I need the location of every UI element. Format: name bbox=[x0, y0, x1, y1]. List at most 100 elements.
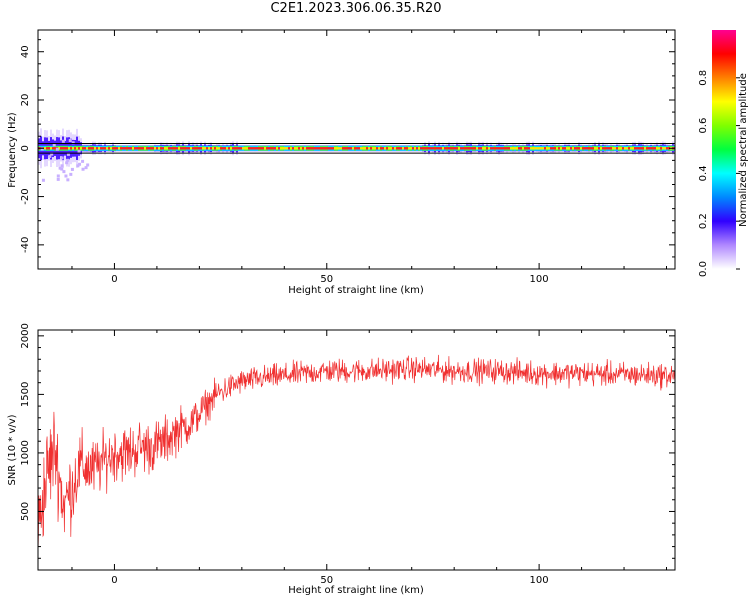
heat-cell bbox=[442, 147, 444, 150]
colorbar-gradient bbox=[712, 30, 736, 269]
heat-cell bbox=[126, 147, 128, 150]
heat-cell bbox=[660, 147, 662, 150]
heat-cell bbox=[350, 147, 352, 150]
heat-cell bbox=[518, 147, 520, 150]
heat-cell bbox=[434, 147, 436, 150]
heat-cell bbox=[146, 147, 148, 150]
heat-cell bbox=[300, 147, 302, 150]
heat-cell bbox=[494, 147, 496, 150]
heat-cell bbox=[652, 147, 654, 150]
heat-cell bbox=[254, 147, 256, 150]
heat-cell bbox=[364, 147, 366, 150]
heat-cell bbox=[360, 147, 362, 150]
heat-cell bbox=[450, 147, 452, 150]
colorbar-tick-label: 0.8 bbox=[698, 70, 709, 86]
heat-speck bbox=[81, 167, 85, 171]
heat-cell bbox=[512, 147, 514, 150]
heat-cell bbox=[68, 147, 70, 150]
heat-cell bbox=[198, 147, 200, 150]
heat-cell bbox=[404, 147, 406, 150]
heat-cell bbox=[490, 147, 492, 150]
heat-cell bbox=[510, 147, 512, 150]
heat-cell bbox=[154, 147, 156, 150]
heat-cell bbox=[66, 147, 68, 150]
heat-cell bbox=[556, 147, 558, 150]
heat-cell bbox=[592, 147, 594, 150]
heat-cell bbox=[504, 147, 506, 150]
frequency-band-lines bbox=[38, 142, 675, 154]
heat-speck bbox=[55, 147, 59, 151]
heat-cell bbox=[310, 147, 312, 150]
heat-cell bbox=[624, 147, 626, 150]
spectrogram-y-label: Frequency (Hz) bbox=[7, 112, 18, 188]
snr-panel: 0 50 100 500 1000 1500 2000 Height of straigh… bbox=[7, 323, 676, 596]
heat-cell bbox=[250, 147, 252, 150]
heat-cell bbox=[550, 147, 552, 150]
heat-cell bbox=[342, 147, 344, 150]
heat-cell bbox=[184, 147, 186, 150]
heat-cell bbox=[88, 147, 90, 150]
heat-speck bbox=[60, 164, 64, 168]
heat-cell bbox=[650, 147, 652, 150]
heat-cell bbox=[658, 147, 660, 150]
heat-cell bbox=[186, 147, 188, 150]
spectrogram-x-ticks: 0 50 100 bbox=[71, 30, 668, 285]
y-tick-label: 0 bbox=[20, 145, 31, 151]
heat-cell bbox=[296, 147, 298, 150]
heat-cell bbox=[604, 147, 606, 150]
heat-cell bbox=[524, 147, 526, 150]
heat-cell bbox=[496, 147, 498, 150]
heat-cell bbox=[632, 147, 634, 150]
heat-cell bbox=[116, 147, 118, 150]
heat-cell bbox=[334, 147, 336, 150]
heat-cell bbox=[238, 147, 240, 150]
heat-cell bbox=[558, 147, 560, 150]
heat-cell bbox=[416, 147, 418, 150]
spectrogram-x-label: Height of straight line (km) bbox=[288, 285, 424, 296]
heat-cell bbox=[122, 147, 124, 150]
heat-cell bbox=[424, 147, 426, 150]
heat-cell bbox=[506, 147, 508, 150]
heat-cell bbox=[268, 147, 270, 150]
heat-cell bbox=[204, 147, 206, 150]
heat-cell bbox=[542, 147, 544, 150]
snr-x-label: Height of straight line (km) bbox=[288, 585, 424, 596]
heat-cell bbox=[610, 147, 612, 150]
heat-cell bbox=[74, 147, 76, 150]
colorbar-ticks: 0.0 0.2 0.4 0.6 0.8 bbox=[698, 70, 740, 277]
heat-cell bbox=[306, 147, 308, 150]
heat-cell bbox=[276, 147, 278, 150]
heat-cell bbox=[332, 147, 334, 150]
heat-cell bbox=[202, 147, 204, 150]
heat-cell bbox=[352, 147, 354, 150]
heat-cell bbox=[174, 147, 176, 150]
heat-cell bbox=[156, 147, 158, 150]
heat-cell bbox=[398, 147, 400, 150]
heat-cell bbox=[396, 147, 398, 150]
spectrogram-y-ticks: -40 -20 0 20 40 bbox=[20, 39, 675, 270]
heat-cell bbox=[552, 147, 554, 150]
colorbar-tick-label: 0.4 bbox=[698, 165, 709, 181]
y-tick-label: 1000 bbox=[20, 440, 31, 465]
heat-cell bbox=[136, 147, 138, 150]
heat-cell bbox=[82, 147, 84, 150]
heat-cell bbox=[46, 147, 48, 150]
heat-cell bbox=[514, 147, 516, 150]
heat-cell bbox=[426, 147, 428, 150]
heat-cell bbox=[400, 147, 402, 150]
heat-cell bbox=[644, 147, 646, 150]
heat-speck bbox=[69, 172, 73, 176]
heat-cell bbox=[374, 147, 376, 150]
heat-cell bbox=[182, 147, 184, 150]
heat-cell bbox=[408, 147, 410, 150]
heat-speck bbox=[66, 158, 70, 162]
heat-cell bbox=[188, 147, 190, 150]
y-tick-label: -40 bbox=[20, 237, 31, 253]
x-tick-label: 50 bbox=[320, 274, 333, 285]
heat-cell bbox=[216, 147, 218, 150]
heat-cell bbox=[642, 147, 644, 150]
heat-cell bbox=[402, 147, 404, 150]
heat-cell bbox=[608, 147, 610, 150]
heat-cell bbox=[86, 147, 88, 150]
heat-cell bbox=[274, 147, 276, 150]
